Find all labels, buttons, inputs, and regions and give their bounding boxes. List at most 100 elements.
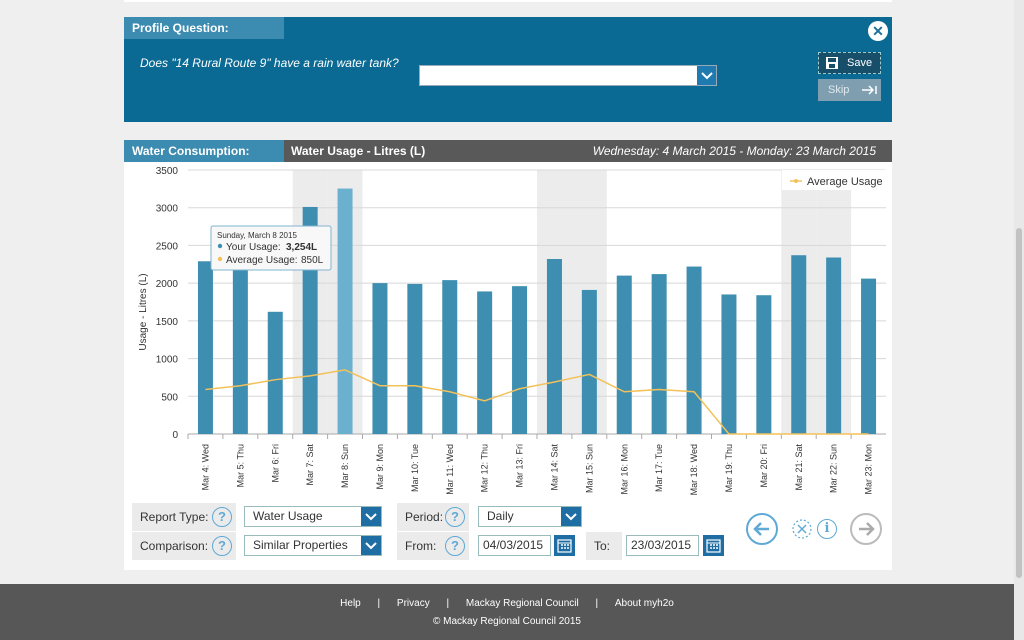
scrollbar-thumb[interactable] [1016, 228, 1022, 578]
usage-bar[interactable] [581, 289, 597, 434]
x-tick-label: Mar 15: Sun [584, 444, 594, 493]
footer-link-about[interactable]: About myh2o [614, 598, 674, 609]
from-help-icon[interactable]: ? [445, 536, 465, 556]
save-button[interactable]: Save [818, 52, 881, 74]
x-tick-label: Mar 7: Sat [305, 444, 315, 486]
save-label: Save [847, 57, 873, 69]
y-tick-label: 2500 [156, 241, 179, 252]
y-tick-label: 1500 [156, 317, 179, 328]
info-icon[interactable]: i [817, 519, 837, 539]
close-button[interactable]: ✕ [868, 21, 888, 41]
usage-bar[interactable] [232, 262, 248, 434]
usage-bar[interactable] [512, 286, 528, 434]
legend-avg-marker [794, 179, 798, 183]
y-axis-title: Usage - Litres (L) [138, 273, 149, 350]
x-tick-label: Mar 8: Sun [340, 444, 350, 488]
water-usage-chart: 0 500 1000 1500 2000 2500 3000 3500 Mar 4: Wed M… [138, 166, 890, 495]
consumption-title: Water Usage - Litres (L) [291, 144, 426, 158]
footer-links: Help | Privacy | Mackay Regional Council… [0, 598, 1014, 609]
tooltip-your-value: 3,254L [286, 242, 317, 253]
usage-bar[interactable] [477, 291, 493, 434]
average-usage-line [205, 369, 869, 435]
x-tick-label: Mar 6: Fri [270, 444, 280, 483]
y-tick-label: 3000 [156, 204, 179, 215]
comparison-value: Similar Properties [253, 538, 348, 552]
usage-bar[interactable] [721, 294, 737, 434]
x-tick-label: Mar 22: Sun [829, 444, 839, 493]
footer-link-council[interactable]: Mackay Regional Council [465, 598, 579, 609]
footer-link-privacy[interactable]: Privacy [396, 598, 430, 609]
profile-tab: Profile Question: [124, 17, 284, 39]
usage-bar[interactable] [337, 188, 353, 434]
close-icon: ✕ [872, 23, 884, 39]
profile-question-text: Does "14 Rural Route 9" have a rain wate… [140, 56, 399, 70]
tooltip-avg-label: Average Usage: [226, 255, 298, 266]
period-help-icon[interactable]: ? [445, 507, 465, 527]
footer: Help | Privacy | Mackay Regional Council… [0, 584, 1014, 640]
water-consumption-panel: Water Consumption: Water Usage - Litres … [124, 140, 892, 570]
from-date-input[interactable]: 04/03/2015 [478, 535, 551, 556]
usage-bar[interactable] [826, 257, 842, 434]
comparison-select[interactable]: Similar Properties [244, 535, 382, 556]
chevron-down-icon[interactable] [361, 507, 381, 526]
consumption-date-range: Wednesday: 4 March 2015 - Monday: 23 Mar… [592, 144, 876, 158]
comparison-help-icon[interactable]: ? [212, 536, 232, 556]
top-strip [124, 0, 892, 2]
usage-bar[interactable] [407, 283, 423, 434]
chevron-down-icon[interactable] [561, 507, 581, 526]
chevron-down-icon[interactable] [696, 66, 716, 85]
report-type-help-icon[interactable]: ? [212, 507, 232, 527]
period-select[interactable]: Daily [478, 506, 582, 527]
usage-bar[interactable] [372, 283, 388, 434]
legend-avg-label: Average Usage [807, 176, 883, 188]
to-date-input[interactable]: 23/03/2015 [626, 535, 699, 556]
y-tick-label: 0 [172, 430, 178, 441]
skip-button[interactable]: Skip [818, 79, 881, 101]
usage-bar[interactable] [616, 275, 632, 434]
usage-bar[interactable] [197, 261, 213, 434]
usage-bar[interactable] [651, 274, 667, 434]
x-tick-label: Mar 17: Tue [654, 444, 664, 492]
usage-bar[interactable] [686, 266, 702, 434]
skip-label: Skip [828, 84, 850, 96]
y-tick-label: 500 [161, 392, 178, 403]
x-tick-label: Mar 14: Sat [549, 444, 559, 491]
report-type-select[interactable]: Water Usage [244, 506, 382, 527]
x-tick-label: Mar 13: Fri [515, 444, 525, 488]
arrow-right-icon [859, 522, 875, 536]
x-tick-label: Mar 16: Mon [619, 444, 629, 495]
footer-separator: | [446, 598, 450, 609]
usage-bar[interactable] [267, 311, 283, 434]
next-period-button[interactable] [850, 513, 882, 545]
usage-bar[interactable] [442, 280, 458, 434]
from-calendar-button[interactable] [554, 535, 575, 556]
x-tick-label: Mar 10: Tue [410, 444, 420, 492]
usage-bar[interactable] [861, 278, 877, 434]
footer-link-help[interactable]: Help [340, 598, 361, 609]
tooltip-your-label: Your Usage: [226, 242, 281, 253]
to-calendar-button[interactable] [703, 535, 724, 556]
previous-period-button[interactable] [746, 513, 778, 545]
x-tick-label: Mar 9: Mon [375, 444, 385, 490]
scrollbar[interactable] [1014, 0, 1024, 640]
usage-bar[interactable] [756, 295, 772, 434]
footer-copyright: © Mackay Regional Council 2015 [432, 616, 581, 627]
x-tick-label: Mar 4: Wed [200, 444, 210, 490]
y-tick-label: 3500 [156, 166, 179, 177]
tooltip-avg-value: 850L [301, 255, 324, 266]
floppy-icon [826, 57, 838, 69]
consumption-header: Water Consumption: Water Usage - Litres … [124, 140, 892, 162]
usage-bar[interactable] [791, 255, 807, 434]
tooltip-date: Sunday, March 8 2015 [217, 231, 297, 240]
rain-tank-answer-select[interactable] [419, 65, 717, 86]
calendar-icon [557, 539, 572, 553]
chevron-down-icon[interactable] [361, 536, 381, 555]
profile-question-panel: Profile Question: Does "14 Rural Route 9… [124, 17, 892, 122]
y-tick-label: 1000 [156, 355, 179, 366]
expand-icon[interactable] [792, 519, 812, 539]
to-label: To: [586, 532, 622, 560]
x-tick-label: Mar 20: Fri [759, 444, 769, 488]
calendar-icon [706, 539, 721, 553]
usage-bar[interactable] [546, 259, 562, 434]
skip-arrow-icon [862, 85, 878, 95]
